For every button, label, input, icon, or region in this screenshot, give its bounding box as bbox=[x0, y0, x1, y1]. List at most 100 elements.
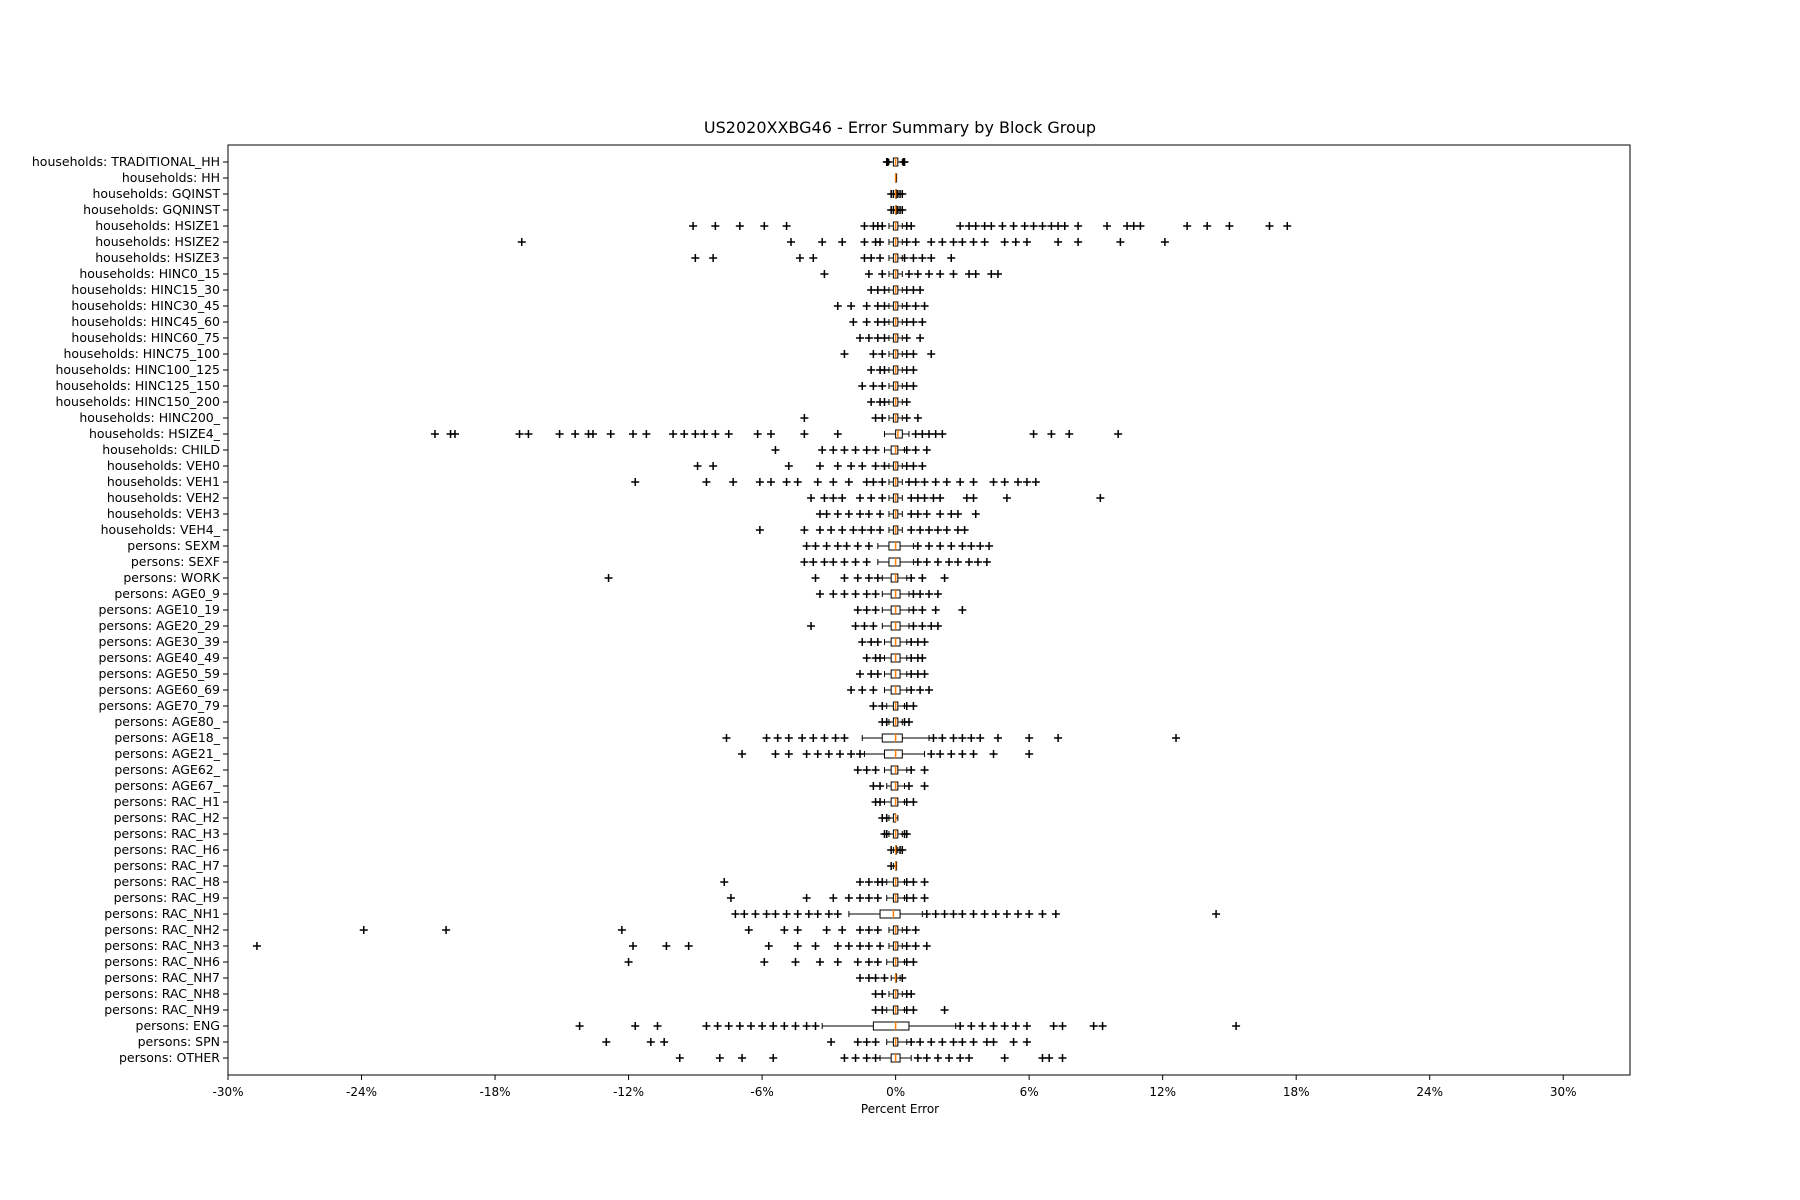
flier-marker bbox=[867, 526, 876, 534]
flier-marker bbox=[811, 574, 820, 582]
flier-marker bbox=[1074, 222, 1083, 230]
flier-marker bbox=[867, 286, 876, 294]
flier-marker bbox=[856, 494, 865, 502]
flier-marker bbox=[689, 222, 698, 230]
x-tick-label: -24% bbox=[346, 1085, 377, 1099]
flier-marker bbox=[871, 414, 880, 422]
flier-marker bbox=[907, 1038, 916, 1046]
flier-marker bbox=[927, 254, 936, 262]
flier-marker bbox=[675, 1054, 684, 1062]
flier-marker bbox=[989, 1038, 998, 1046]
flier-marker bbox=[653, 1022, 662, 1030]
flier-marker bbox=[856, 878, 865, 886]
flier-marker bbox=[1116, 238, 1125, 246]
flier-marker bbox=[833, 958, 842, 966]
y-tick-label: persons: RAC_NH2 bbox=[104, 922, 220, 937]
flier-marker bbox=[571, 430, 580, 438]
flier-marker bbox=[849, 526, 858, 534]
flier-marker bbox=[840, 558, 849, 566]
y-tick-label: persons: OTHER bbox=[119, 1050, 220, 1065]
flier-marker bbox=[847, 686, 856, 694]
flier-marker bbox=[998, 222, 1007, 230]
flier-marker bbox=[755, 478, 764, 486]
flier-marker bbox=[864, 878, 873, 886]
flier-marker bbox=[873, 926, 882, 934]
flier-marker bbox=[873, 318, 882, 326]
flier-marker bbox=[929, 494, 938, 502]
flier-marker bbox=[724, 1022, 733, 1030]
flier-marker bbox=[713, 1022, 722, 1030]
box bbox=[890, 781, 899, 791]
flier-marker bbox=[878, 990, 887, 998]
flier-marker bbox=[880, 366, 889, 374]
y-tick-label: persons: WORK bbox=[123, 570, 220, 585]
y-tick-label: households: HINC100_125 bbox=[55, 362, 220, 377]
flier-marker bbox=[802, 542, 811, 550]
flier-marker bbox=[920, 766, 929, 774]
flier-marker bbox=[904, 718, 913, 726]
flier-marker bbox=[820, 558, 829, 566]
flier-marker bbox=[793, 926, 802, 934]
flier-marker bbox=[1212, 910, 1221, 918]
flier-marker bbox=[938, 734, 947, 742]
flier-marker bbox=[907, 494, 916, 502]
flier-marker bbox=[902, 894, 911, 902]
flier-marker bbox=[833, 542, 842, 550]
flier-marker bbox=[430, 430, 439, 438]
y-tick-label: households: HH bbox=[122, 170, 220, 185]
flier-marker bbox=[971, 270, 980, 278]
y-tick-label: persons: RAC_NH6 bbox=[104, 954, 220, 969]
y-tick-label: households: HSIZE2 bbox=[95, 234, 220, 249]
flier-marker bbox=[958, 734, 967, 742]
flier-marker bbox=[802, 750, 811, 758]
flier-marker bbox=[909, 366, 918, 374]
flier-marker bbox=[1022, 478, 1031, 486]
flier-marker bbox=[853, 958, 862, 966]
flier-marker bbox=[918, 318, 927, 326]
flier-marker bbox=[869, 350, 878, 358]
flier-marker bbox=[907, 510, 916, 518]
flier-marker bbox=[931, 910, 940, 918]
flier-marker bbox=[902, 878, 911, 886]
y-tick-label: persons: AGE40_49 bbox=[98, 650, 220, 665]
flier-marker bbox=[867, 254, 876, 262]
flier-marker bbox=[555, 430, 564, 438]
flier-marker bbox=[820, 734, 829, 742]
flier-marker bbox=[907, 222, 916, 230]
y-tick-label: households: HSIZE4_ bbox=[89, 426, 221, 441]
flier-marker bbox=[907, 670, 916, 678]
flier-marker bbox=[853, 1038, 862, 1046]
x-tick-label: -12% bbox=[613, 1085, 644, 1099]
flier-marker bbox=[922, 910, 931, 918]
flier-marker bbox=[864, 542, 873, 550]
flier-marker bbox=[876, 798, 885, 806]
flier-marker bbox=[862, 654, 871, 662]
y-tick-label: persons: SPN bbox=[138, 1034, 220, 1049]
flier-marker bbox=[1136, 222, 1145, 230]
flier-marker bbox=[755, 526, 764, 534]
flier-marker bbox=[909, 590, 918, 598]
flier-marker bbox=[604, 574, 613, 582]
flier-marker bbox=[869, 702, 878, 710]
flier-marker bbox=[791, 1022, 800, 1030]
chart-title: US2020XXBG46 - Error Summary by Block Gr… bbox=[703, 118, 1097, 137]
flier-marker bbox=[1060, 222, 1069, 230]
flier-marker bbox=[811, 1022, 820, 1030]
x-tick-label: 18% bbox=[1283, 1085, 1310, 1099]
flier-marker bbox=[956, 1054, 965, 1062]
flier-marker bbox=[856, 894, 865, 902]
flier-marker bbox=[873, 334, 882, 342]
flier-marker bbox=[918, 430, 927, 438]
flier-marker bbox=[920, 878, 929, 886]
flier-marker bbox=[860, 622, 869, 630]
flier-marker bbox=[780, 1022, 789, 1030]
box bbox=[888, 541, 901, 551]
flier-marker bbox=[922, 1054, 931, 1062]
flier-marker bbox=[980, 238, 989, 246]
box bbox=[881, 733, 903, 743]
flier-marker bbox=[918, 574, 927, 582]
flier-marker bbox=[876, 654, 885, 662]
flier-marker bbox=[913, 414, 922, 422]
flier-marker bbox=[862, 766, 871, 774]
flier-marker bbox=[916, 286, 925, 294]
